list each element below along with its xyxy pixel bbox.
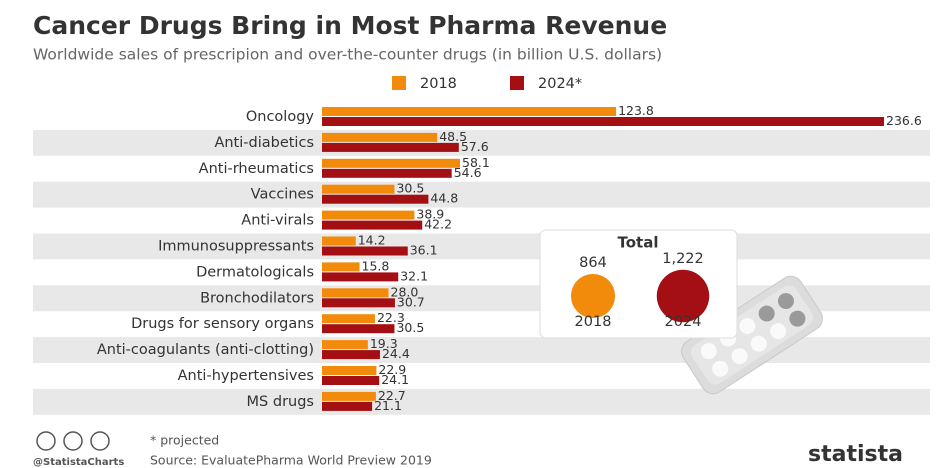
totals-title: Total — [618, 234, 659, 252]
legend-label: 2024* — [538, 76, 582, 92]
value-label: 44.8 — [430, 191, 458, 206]
value-label: 30.5 — [396, 320, 424, 335]
bar — [322, 210, 415, 220]
value-label: 24.1 — [381, 372, 409, 387]
bar — [322, 194, 429, 204]
value-label: 30.7 — [397, 294, 425, 309]
bar — [322, 220, 423, 230]
value-label: 42.2 — [424, 217, 452, 232]
y-tick-label: Drugs for sensory organs — [131, 316, 314, 332]
credit: @StatistaCharts — [33, 457, 124, 468]
bar — [322, 184, 395, 194]
cc-icons — [36, 431, 110, 451]
y-tick-label: Vaccines — [251, 187, 314, 203]
note: * projected — [150, 433, 219, 448]
total-circle — [656, 269, 710, 323]
bar — [322, 107, 617, 116]
bar — [322, 272, 399, 282]
source: Source: EvaluatePharma World Preview 201… — [150, 453, 432, 468]
total-label: 2018 — [575, 314, 612, 330]
row-band — [33, 129, 930, 156]
value-label: 22.9 — [378, 362, 406, 377]
bar — [322, 117, 884, 126]
value-label: 15.8 — [362, 258, 390, 273]
legend-label: 2018 — [420, 76, 457, 92]
y-tick-label: Anti-coagulants (anti-clotting) — [97, 342, 314, 358]
bar — [322, 288, 389, 298]
y-tick-label: Bronchodilators — [200, 290, 314, 306]
row-band — [33, 233, 930, 260]
row-band — [33, 388, 930, 415]
total-value: 1,222 — [662, 251, 704, 267]
y-tick-label: Anti-hypertensives — [178, 368, 314, 384]
y-tick-label: Dermatologicals — [196, 264, 314, 280]
bar — [322, 298, 395, 308]
legend-swatch — [392, 76, 406, 90]
value-label: 19.3 — [370, 336, 398, 351]
total-circle — [570, 273, 616, 319]
pill-illustration — [681, 275, 823, 395]
total-value: 864 — [579, 255, 607, 271]
value-label: 22.3 — [377, 310, 405, 325]
value-label: 57.6 — [461, 139, 489, 154]
value-label: 14.2 — [358, 233, 386, 248]
value-label: 36.1 — [410, 243, 438, 258]
bar — [322, 350, 380, 360]
y-tick-label: Anti-diabetics — [214, 135, 314, 151]
chart-title: Cancer Drugs Bring in Most Pharma Revenu… — [33, 11, 667, 40]
bar — [322, 401, 373, 411]
bar — [322, 262, 360, 272]
y-tick-label: Immunosuppressants — [158, 238, 314, 254]
value-label: 48.5 — [439, 129, 467, 144]
value-label: 32.1 — [400, 268, 428, 283]
bar — [322, 168, 452, 178]
y-tick-label: MS drugs — [247, 394, 314, 410]
y-tick-label: Anti-rheumatics — [199, 161, 314, 177]
row-band — [33, 181, 930, 208]
value-label: 28.0 — [391, 284, 419, 299]
brand: statista — [808, 442, 903, 467]
value-label: 22.7 — [378, 388, 406, 403]
value-label: 21.1 — [374, 398, 402, 413]
value-label: 58.1 — [462, 155, 490, 170]
chart-subtitle: Worldwide sales of prescripion and over-… — [33, 46, 662, 64]
value-label: 38.9 — [416, 207, 444, 222]
bar — [322, 236, 356, 246]
value-label: 54.6 — [454, 165, 482, 180]
bar — [322, 132, 438, 142]
value-label: 24.4 — [382, 346, 410, 361]
value-label: 123.8 — [618, 103, 654, 118]
bar — [322, 324, 395, 334]
value-label: 30.5 — [396, 181, 424, 196]
bar — [322, 314, 375, 324]
legend-swatch — [510, 76, 524, 90]
bar — [322, 376, 380, 385]
bar — [322, 142, 459, 152]
y-tick-label: Oncology — [246, 109, 315, 125]
y-tick-label: Anti-virals — [241, 213, 314, 229]
total-label: 2024 — [665, 314, 702, 330]
bar — [322, 391, 376, 401]
bar — [322, 340, 368, 350]
bar — [322, 246, 408, 256]
bar — [322, 158, 461, 168]
value-label: 236.6 — [886, 113, 922, 128]
bar — [322, 366, 377, 375]
